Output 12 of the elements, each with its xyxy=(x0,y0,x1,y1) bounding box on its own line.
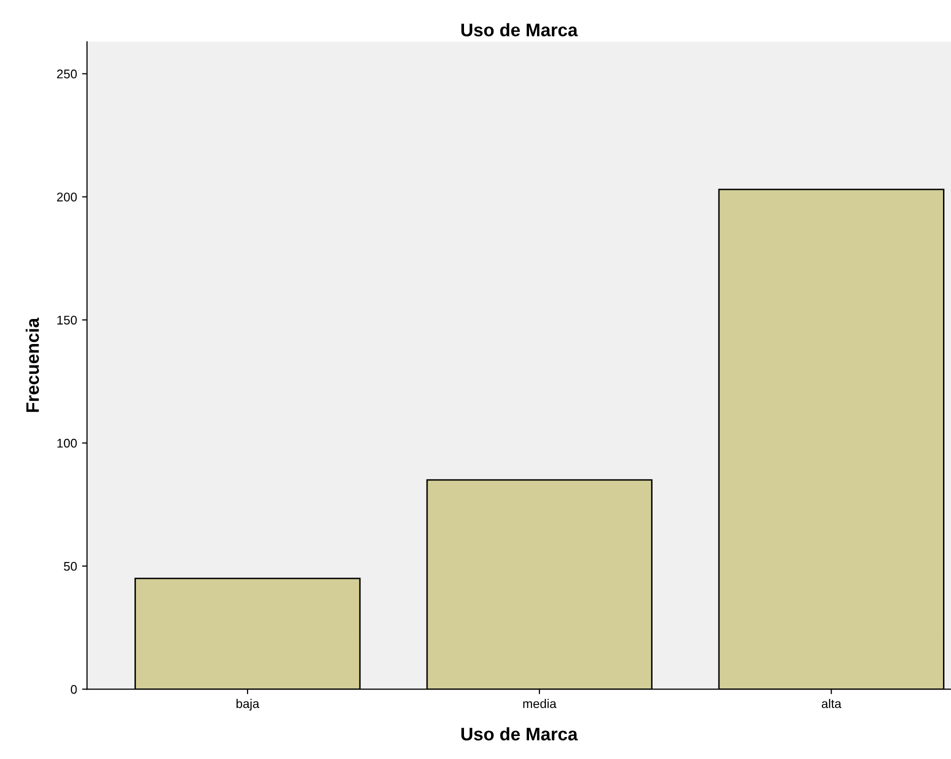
x-tick-label: baja xyxy=(236,698,260,711)
y-tick-label: 100 xyxy=(57,438,77,448)
y-tick-label: 200 xyxy=(57,192,77,202)
y-tick-label: 150 xyxy=(57,316,77,325)
y-tick-label: 250 xyxy=(57,70,77,78)
x-tick-label: alta xyxy=(822,698,842,708)
y-tick-label: 50 xyxy=(64,562,77,571)
x-tick-label: media xyxy=(523,698,556,708)
y-axis-title: Frecuencia xyxy=(26,318,39,412)
y-tick-label: 0 xyxy=(70,684,77,694)
chart-title: Uso de Marca xyxy=(461,23,578,36)
x-axis-title: Uso de Marca xyxy=(461,727,578,740)
